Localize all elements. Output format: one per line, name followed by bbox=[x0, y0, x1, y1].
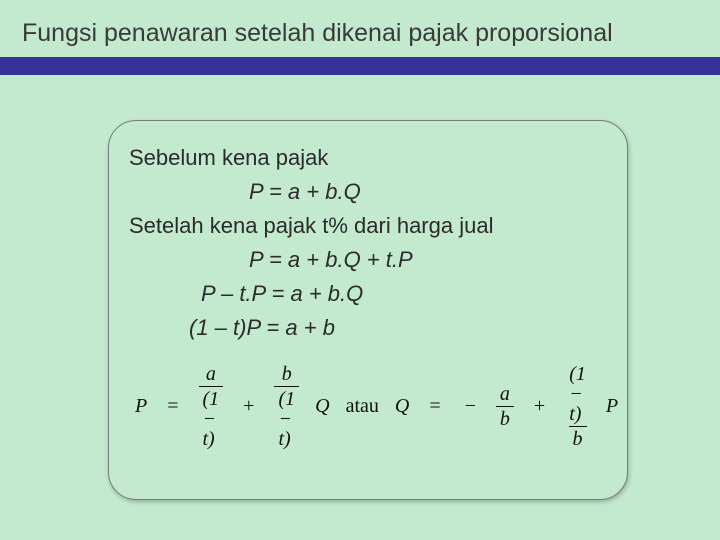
equals-2: = bbox=[425, 395, 444, 418]
content-panel: Sebelum kena pajak P = a + b.Q Setelah k… bbox=[108, 120, 628, 500]
atau-label: atau bbox=[346, 395, 379, 418]
num-a-2: a bbox=[496, 384, 514, 406]
formula-Q: Q bbox=[315, 395, 329, 418]
equals-1: = bbox=[163, 395, 182, 418]
frac-a-over-1mt: a (1 − t) bbox=[199, 364, 224, 449]
after-tax-eq3: (1 – t)P = a + b bbox=[129, 311, 609, 345]
formula-P-lhs: P bbox=[135, 395, 147, 418]
den-1mt-1: (1 − t) bbox=[199, 386, 224, 449]
num-b: b bbox=[278, 364, 296, 386]
before-tax-label: Sebelum kena pajak bbox=[129, 141, 609, 175]
slide-title: Fungsi penawaran setelah dikenai pajak p… bbox=[0, 0, 720, 59]
derived-formula: P = a (1 − t) + b (1 − t) Q atau Q = − a… bbox=[129, 364, 609, 449]
plus-1: + bbox=[239, 395, 258, 418]
accent-bar bbox=[0, 59, 720, 75]
frac-b-over-1mt: b (1 − t) bbox=[274, 364, 299, 449]
after-tax-eq1: P = a + b.Q + t.P bbox=[129, 243, 609, 277]
after-tax-label: Setelah kena pajak t% dari harga jual bbox=[129, 209, 609, 243]
after-tax-eq2: P – t.P = a + b.Q bbox=[129, 277, 609, 311]
frac-1mt-over-b: (1 − t) b bbox=[565, 364, 590, 449]
formula-P-rhs: P bbox=[606, 395, 618, 418]
formula-Q-lhs: Q bbox=[395, 395, 409, 418]
den-1mt-2: (1 − t) bbox=[274, 386, 299, 449]
num-a: a bbox=[202, 364, 220, 386]
den-b-1: b bbox=[496, 406, 514, 429]
den-b-2: b bbox=[569, 426, 587, 449]
num-1mt: (1 − t) bbox=[565, 364, 590, 426]
plus-2: + bbox=[530, 395, 549, 418]
before-tax-eq: P = a + b.Q bbox=[129, 175, 609, 209]
neg-sign: − bbox=[461, 395, 480, 418]
frac-a-over-b: a b bbox=[496, 384, 514, 429]
